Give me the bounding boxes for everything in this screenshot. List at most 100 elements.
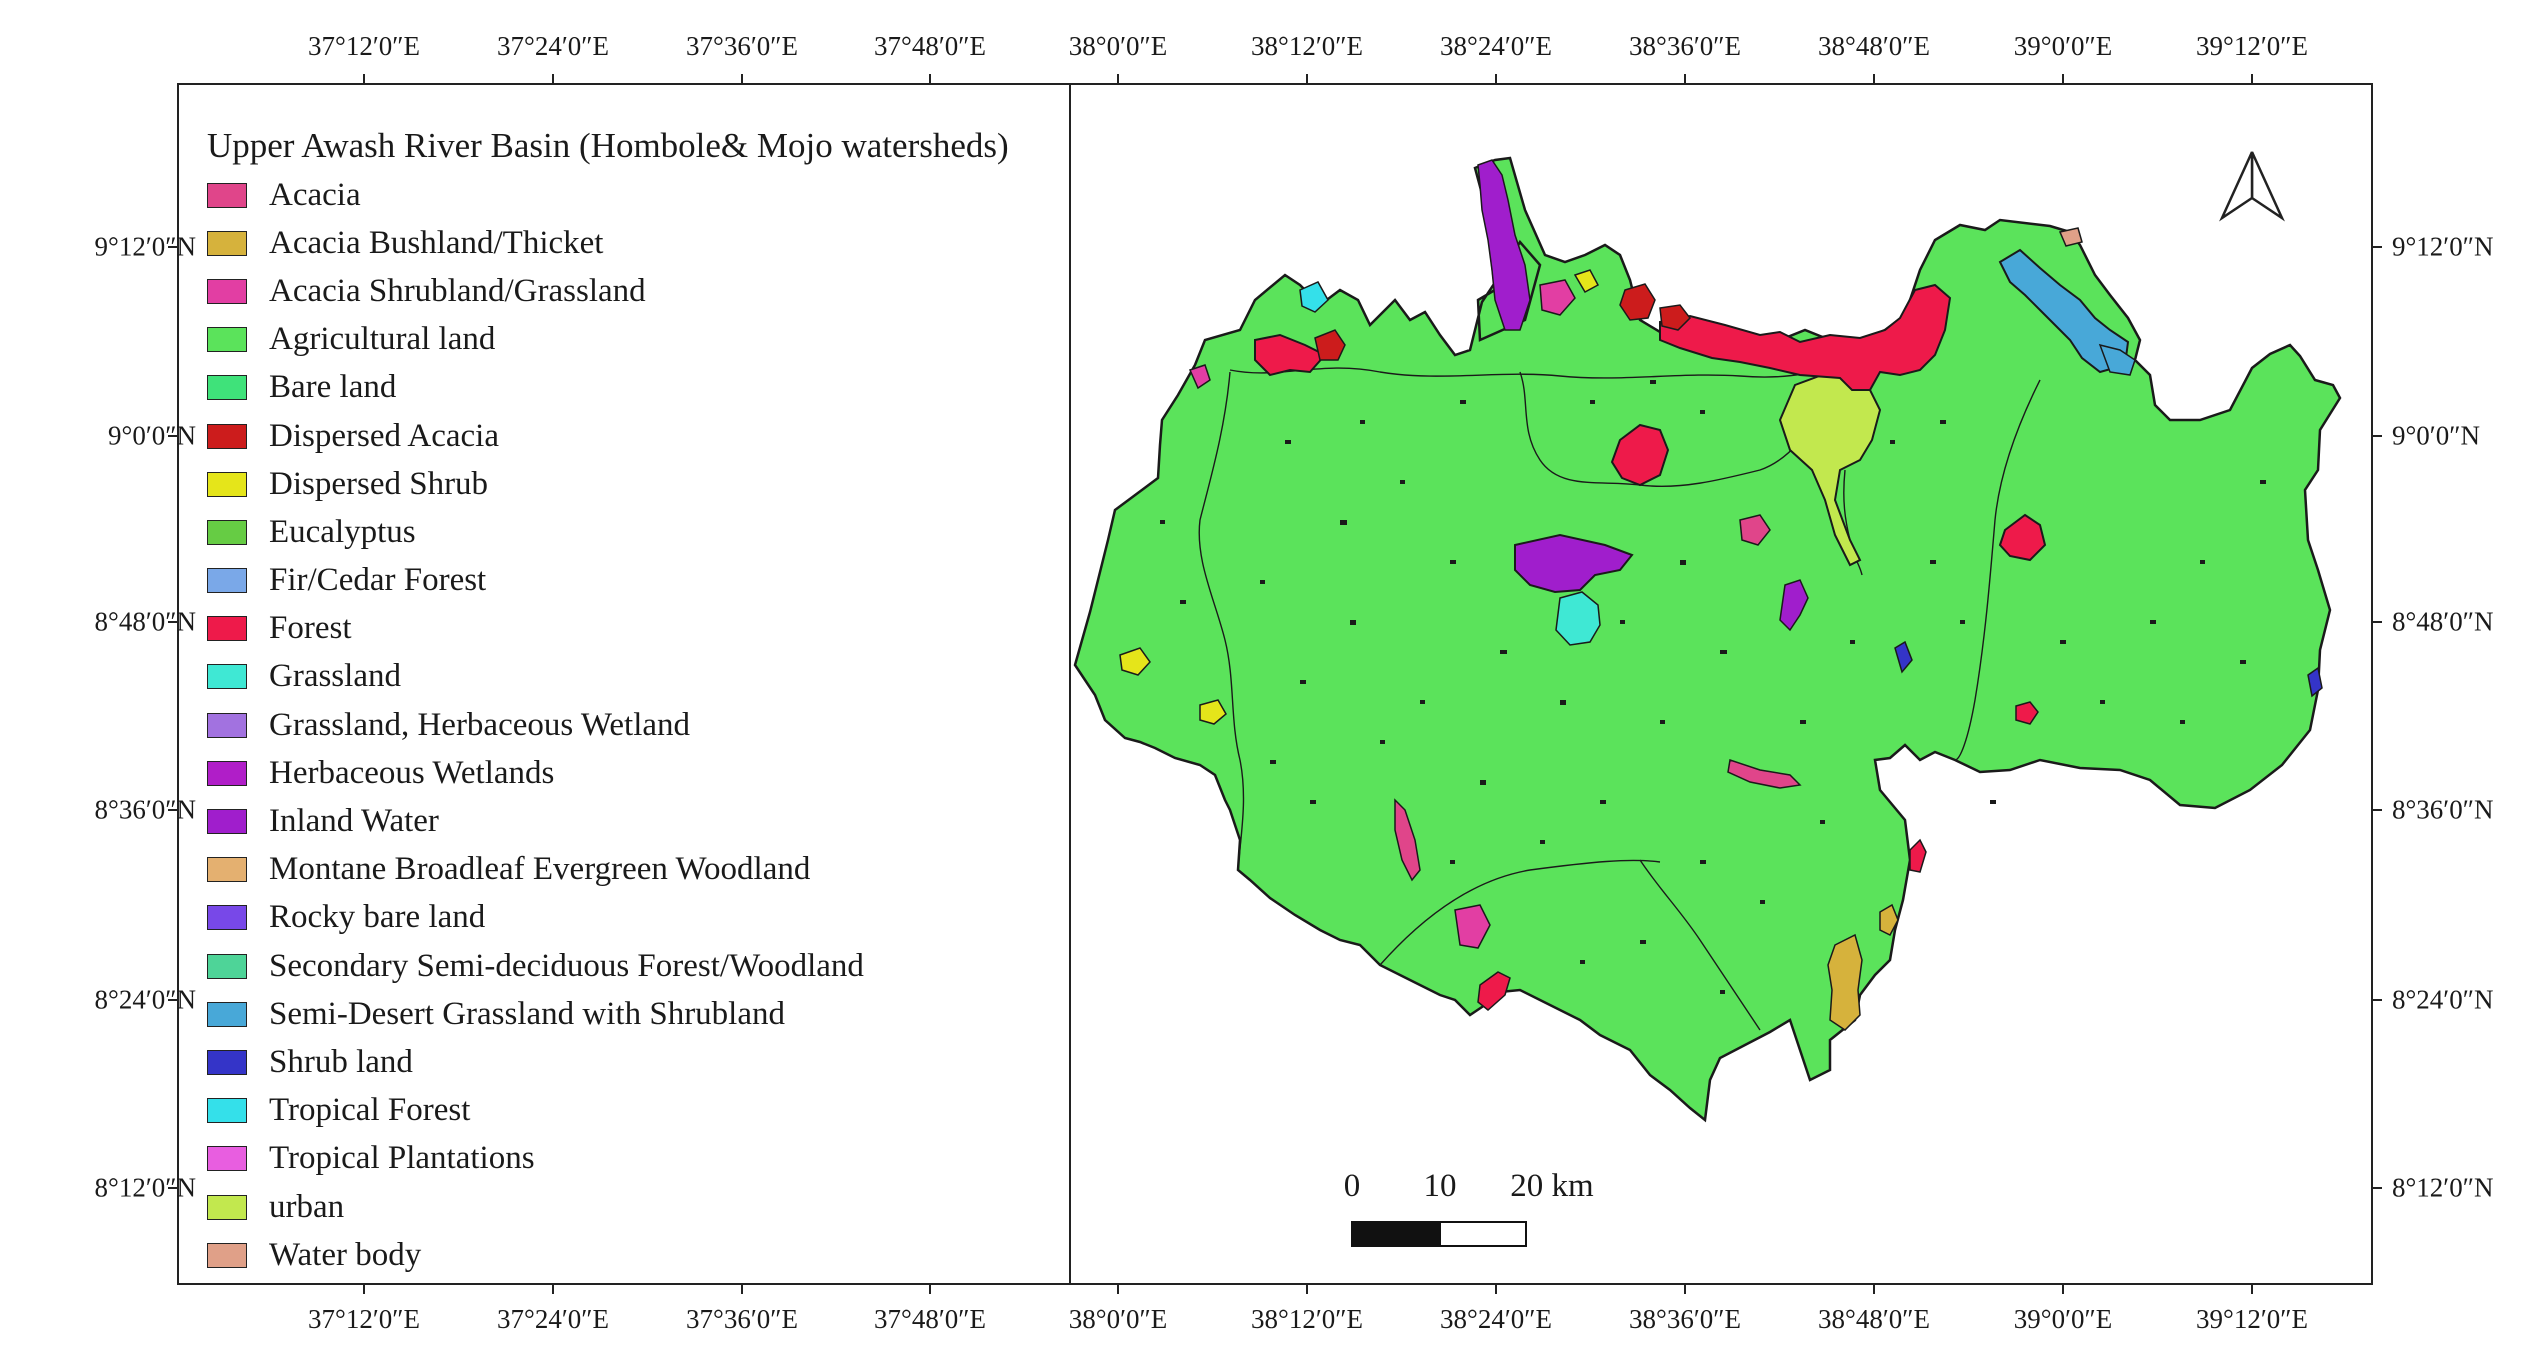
inland-water-patch (1779, 579, 1809, 632)
legend-swatch (207, 1001, 247, 1027)
lon-label-bottom: 39°12′0″E (2196, 1304, 2308, 1334)
legend-swatch (207, 1049, 247, 1075)
legend-item: Eucalyptus (207, 508, 1009, 556)
legend-swatch (207, 278, 247, 304)
acacia-patch (1727, 759, 1802, 789)
sub-basin-divide (1954, 379, 2041, 761)
legend-item: Bare land (207, 364, 1009, 412)
lon-label-bottom: 38°48′0″E (1818, 1304, 1930, 1334)
acacia-patch (1394, 798, 1421, 882)
shrub-land-patch (1894, 640, 1913, 674)
lon-label-top: 37°36′0″E (686, 31, 798, 61)
legend-swatch (207, 857, 247, 883)
lon-label-bottom: 38°24′0″E (1440, 1304, 1552, 1334)
basin-map (1073, 156, 2342, 1123)
inland-water-patch (1477, 159, 1531, 331)
legend-label: Dispersed Shrub (269, 465, 489, 502)
acacia-patch (1739, 514, 1771, 546)
legend-swatch (207, 953, 247, 979)
lat-label-left: 8°48′0″N (94, 606, 196, 637)
legend-label: Secondary Semi-deciduous Forest/Woodland (269, 947, 864, 984)
acacia-bushland-patch (1879, 903, 1899, 936)
legend-item: Grassland, Herbaceous Wetland (207, 701, 1009, 749)
lon-label-top: 37°12′0″E (308, 31, 420, 61)
acacia-patch (1539, 279, 1576, 316)
legend-swatch (207, 423, 247, 449)
scattered-patches (1160, 380, 2266, 994)
water-body-patch (2058, 227, 2083, 247)
shrub-land-patch (2307, 666, 2323, 698)
legend-swatch (207, 327, 247, 353)
legend-label: Inland Water (269, 803, 439, 840)
legend-label: Dispersed Acacia (269, 417, 499, 454)
legend-items: Acacia Acacia Bushland/Thicket Acacia Shru… (207, 171, 1009, 1279)
legend-label: Grassland, Herbaceous Wetland (269, 706, 691, 743)
dispersed-acacia-patch (1619, 283, 1656, 321)
legend-item: Shrub land (207, 1038, 1009, 1086)
scale-label-mid: 10 (1423, 1168, 1457, 1204)
legend-item: Montane Broadleaf Evergreen Woodland (207, 846, 1009, 894)
acacia-bushland-patch (1827, 933, 1863, 1031)
legend-swatch (207, 230, 247, 256)
lat-label-left: 8°12′0″N (94, 1172, 196, 1203)
lon-label-top: 37°24′0″E (497, 31, 609, 61)
legend-item: Inland Water (207, 797, 1009, 845)
legend-label: Acacia (269, 176, 361, 213)
lon-label-top: 38°24′0″E (1440, 31, 1552, 61)
legend-label: Acacia Bushland/Thicket (269, 224, 604, 261)
legend-background (178, 84, 1070, 1284)
legend-swatch (207, 1194, 247, 1220)
legend-label: Bare land (269, 369, 397, 406)
legend-swatch (207, 375, 247, 401)
legend-label: Montane Broadleaf Evergreen Woodland (269, 851, 811, 888)
legend-label: Tropical Forest (269, 1092, 471, 1129)
lon-label-bottom: 38°0′0″E (1068, 1304, 1168, 1334)
scale-label-end: 20 km (1510, 1168, 1594, 1204)
legend-swatch (207, 760, 247, 786)
legend-swatch (207, 1098, 247, 1124)
lat-label-right: 9°12′0″N (2392, 231, 2494, 262)
legend-swatch (207, 1146, 247, 1172)
legend-item: Acacia Bushland/Thicket (207, 219, 1009, 267)
semi-desert-patch (2098, 343, 2136, 376)
legend-label: Eucalyptus (269, 513, 416, 550)
sub-basin-divide (1379, 859, 1661, 966)
legend-item: urban (207, 1183, 1009, 1231)
lat-label-right: 8°12′0″N (2392, 1172, 2494, 1203)
legend: Upper Awash River Basin (Hombole& Mojo w… (207, 128, 1009, 1279)
legend-swatch (207, 905, 247, 931)
lon-label-top: 37°48′0″E (874, 31, 986, 61)
acacia-patch (1454, 904, 1491, 949)
lon-label-bottom: 38°36′0″E (1629, 1304, 1741, 1334)
north-arrow-icon (2219, 151, 2285, 222)
dispersed-acacia-patch (1314, 329, 1346, 361)
legend-item: Acacia (207, 171, 1009, 219)
grassland-patch (1555, 591, 1601, 646)
legend-label: urban (269, 1188, 345, 1225)
legend-label: Agricultural land (269, 321, 496, 358)
sub-basin-divide (1229, 359, 1851, 379)
legend-swatch (207, 182, 247, 208)
legend-swatch (207, 471, 247, 497)
dispersed-shrub-patch (1199, 699, 1227, 725)
lon-label-bottom: 37°48′0″E (874, 1304, 986, 1334)
legend-item: Acacia Shrubland/Grassland (207, 267, 1009, 315)
legend-swatch (207, 809, 247, 835)
lon-label-top: 38°0′0″E (1068, 31, 1168, 61)
legend-edge (177, 83, 1071, 1285)
forest-patch (1659, 283, 1952, 391)
forest-patch (1909, 838, 1927, 873)
lon-label-bottom: 39°0′0″E (2013, 1304, 2113, 1334)
lat-label-left: 8°36′0″N (94, 794, 196, 825)
legend-item: Grassland (207, 653, 1009, 701)
lon-label-bottom: 37°12′0″E (308, 1304, 420, 1334)
scale-label-zero: 0 (1343, 1168, 1361, 1204)
lat-label-right: 9°0′0″N (2392, 420, 2480, 451)
legend-item: Rocky bare land (207, 894, 1009, 942)
legend-label: Tropical Plantations (269, 1140, 535, 1177)
legend-label: Forest (269, 610, 352, 647)
legend-label: Shrub land (269, 1043, 413, 1080)
basin-boundary (1073, 156, 2342, 1123)
lon-label-top: 38°48′0″E (1818, 31, 1930, 61)
